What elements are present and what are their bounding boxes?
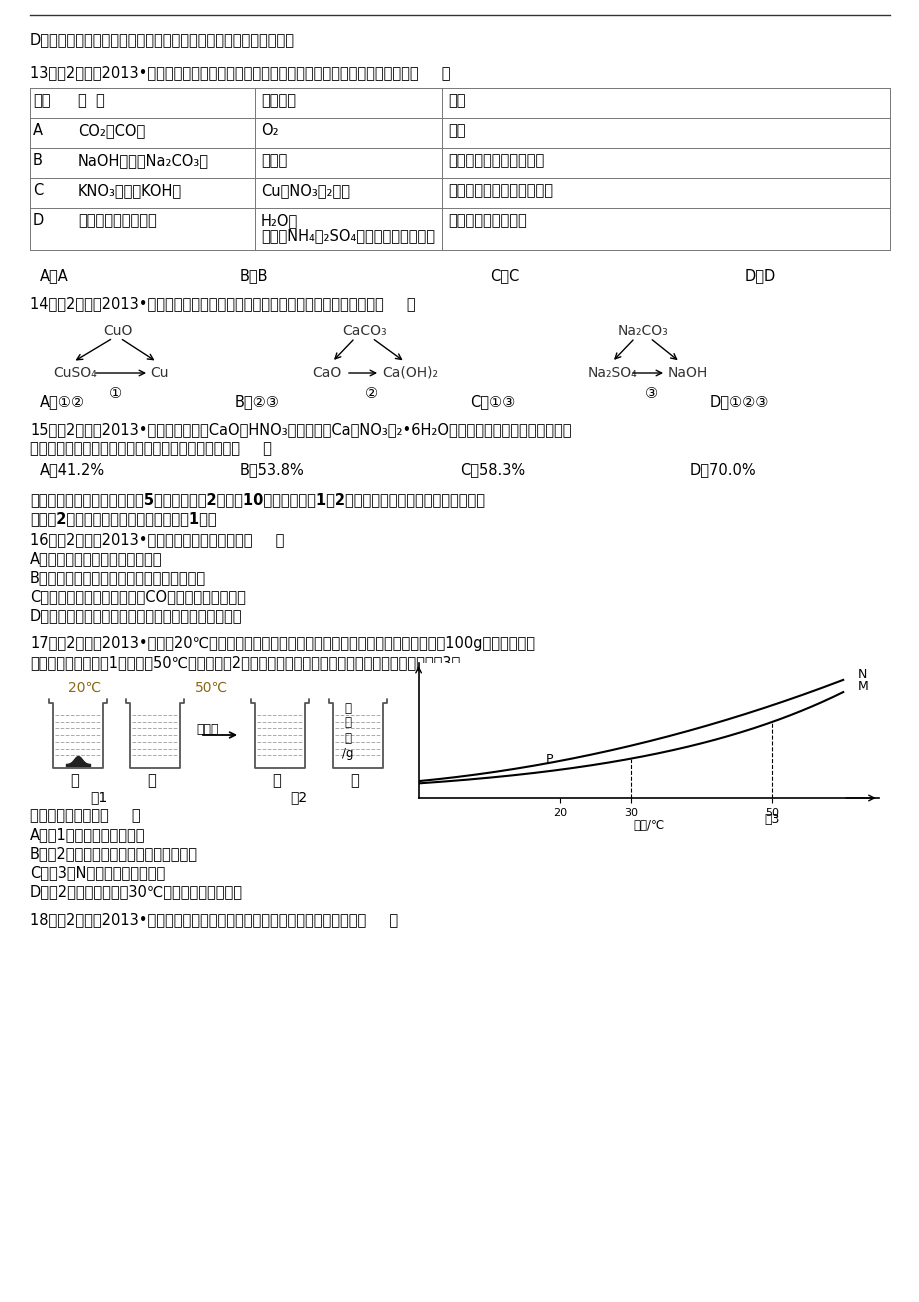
Text: C．①③: C．①③ — [470, 395, 515, 409]
Text: Cu（NO₃）₂溶液: Cu（NO₃）₂溶液 — [261, 184, 349, 198]
Text: A．41.2%: A．41.2% — [40, 462, 105, 477]
Text: B．B: B．B — [240, 268, 268, 283]
Text: 20℃: 20℃ — [68, 681, 101, 695]
Text: 稀盐酸: 稀盐酸 — [261, 154, 287, 168]
Text: 14．（2分）（2013•镇江）下列各组转化中，一定条件下均能一步实现的组合是（     ）: 14．（2分）（2013•镇江）下列各组转化中，一定条件下均能一步实现的组合是（… — [30, 296, 415, 311]
Text: 甲: 甲 — [272, 773, 280, 788]
Text: Ca(OH)₂: Ca(OH)₂ — [381, 366, 437, 380]
Text: D．酸碱中和反应生成盐和水，则生成盐和水的反应一定是中和反应: D．酸碱中和反应生成盐和水，则生成盐和水的反应一定是中和反应 — [30, 33, 295, 47]
Text: 18．（2分）（2013•镇江）下列各组溶液，不用其他试剂不能鉴别出来的是（     ）: 18．（2分）（2013•镇江）下列各组溶液，不用其他试剂不能鉴别出来的是（ ） — [30, 911, 398, 927]
Text: 图2: 图2 — [289, 790, 307, 805]
Text: D: D — [33, 214, 44, 228]
Text: D．①②③: D．①②③ — [709, 395, 768, 409]
Text: ．若有2个正确选项，只选一个且正确给1分）: ．若有2个正确选项，只选一个且正确给1分） — [30, 510, 216, 526]
Text: 16．（2分）（2013•镇江）下列说法正确的是（     ）: 16．（2分）（2013•镇江）下列说法正确的是（ ） — [30, 533, 284, 547]
Text: 饱和（NH₄）₂SO₄溶液洗涤、低温干燥: 饱和（NH₄）₂SO₄溶液洗涤、低温干燥 — [261, 228, 435, 243]
Text: 选用试剂: 选用试剂 — [261, 92, 296, 108]
Text: A．A: A．A — [40, 268, 69, 283]
Text: C．高炉炼铁中所需的高温和CO的生成都与焦炭有关: C．高炉炼铁中所需的高温和CO的生成都与焦炭有关 — [30, 589, 245, 604]
Text: A．氯化钠溶液会加快钢铁的锈蚀: A．氯化钠溶液会加快钢铁的锈蚀 — [30, 551, 163, 566]
Text: H₂O、: H₂O、 — [261, 214, 298, 228]
Text: C．58.3%: C．58.3% — [460, 462, 525, 477]
Text: Cu: Cu — [150, 366, 168, 380]
Text: 升温至: 升温至 — [196, 723, 219, 736]
Text: D．70.0%: D．70.0% — [689, 462, 755, 477]
Text: 操作: 操作 — [448, 92, 465, 108]
Text: B: B — [33, 154, 43, 168]
Text: ③: ③ — [644, 385, 657, 401]
Text: 序号: 序号 — [33, 92, 51, 108]
Text: 下列说法正确的是（     ）: 下列说法正确的是（ ） — [30, 809, 141, 823]
Text: CO₂（CO）: CO₂（CO） — [78, 122, 145, 138]
Text: CaCO₃: CaCO₃ — [342, 324, 386, 339]
Text: 加入试剂至不再产生气泡: 加入试剂至不再产生气泡 — [448, 154, 544, 168]
Text: 乙: 乙 — [147, 773, 155, 788]
Text: A．图1中乙溶液一定不饱和: A．图1中乙溶液一定不饱和 — [30, 827, 145, 842]
Text: B．洗洁精和汽油都能清洗油污，且原理相同: B．洗洁精和汽油都能清洗油污，且原理相同 — [30, 570, 206, 585]
Text: Na₂SO₄: Na₂SO₄ — [587, 366, 637, 380]
Text: D．D: D．D — [744, 268, 776, 283]
Text: 充水，也无多余的水，所用硝酸的溶质质量分数约为（     ）: 充水，也无多余的水，所用硝酸的溶质质量分数约为（ ） — [30, 441, 272, 456]
Text: CuO: CuO — [103, 324, 132, 339]
Text: 物  质: 物 质 — [78, 92, 105, 108]
Text: 13．（2分）（2013•镇江）下列除杂设计（括号内为杂质）所选用试剂和操作都正确的是（     ）: 13．（2分）（2013•镇江）下列除杂设计（括号内为杂质）所选用试剂和操作都正… — [30, 65, 450, 79]
Text: NaOH: NaOH — [667, 366, 708, 380]
Text: 溶解、盐析、过滤、: 溶解、盐析、过滤、 — [448, 214, 527, 228]
Text: 15．（2分）（2013•镇江）工业上以CaO和HNO₃为原料制备Ca（NO₃）₂•6H₂O晶体．为确保制备过程中既不补: 15．（2分）（2013•镇江）工业上以CaO和HNO₃为原料制备Ca（NO₃）… — [30, 422, 571, 437]
Text: D．为了加强食品的色、香、味，可以大量使用添加剂: D．为了加强食品的色、香、味，可以大量使用添加剂 — [30, 608, 243, 622]
Text: KNO₃溶液（KOH）: KNO₃溶液（KOH） — [78, 184, 182, 198]
Text: ①: ① — [108, 385, 122, 401]
Text: B．53.8%: B．53.8% — [240, 462, 304, 477]
Text: 二、不定项选择题（本题包括5小题，每小题2分，共10分．每小题有1～2个选项符合题意，错选、多选不给分: 二、不定项选择题（本题包括5小题，每小题2分，共10分．每小题有1～2个选项符合… — [30, 492, 484, 506]
Text: 蛋白质固体（蔗糖）: 蛋白质固体（蔗糖） — [78, 214, 156, 228]
Text: NaOH溶液（Na₂CO₃）: NaOH溶液（Na₂CO₃） — [78, 154, 209, 168]
Text: C．图3中N表示甲的溶解度曲线: C．图3中N表示甲的溶解度曲线 — [30, 865, 165, 880]
Text: B．②③: B．②③ — [234, 395, 279, 409]
Text: ②: ② — [365, 385, 378, 401]
Text: 充分搅拌后现象如图1，加热到50℃时现象如图2（不考虑水分蒸发），甲、乙固体的溶解度曲线如图3．: 充分搅拌后现象如图1，加热到50℃时现象如图2（不考虑水分蒸发），甲、乙固体的溶… — [30, 655, 459, 671]
Text: CaO: CaO — [312, 366, 341, 380]
Text: A: A — [33, 122, 43, 138]
Text: 图1: 图1 — [90, 790, 108, 805]
Text: A．①②: A．①② — [40, 395, 85, 409]
Text: 甲: 甲 — [70, 773, 79, 788]
Text: CuSO₄: CuSO₄ — [53, 366, 96, 380]
Text: Na₂CO₃: Na₂CO₃ — [618, 324, 668, 339]
Text: B．图2中两溶液中溶质质量分数一定相等: B．图2中两溶液中溶质质量分数一定相等 — [30, 846, 198, 861]
Text: C: C — [33, 184, 43, 198]
Text: 50℃: 50℃ — [195, 681, 228, 695]
Text: 点燃: 点燃 — [448, 122, 465, 138]
Text: 加入适量的试剂，直接蒸发: 加入适量的试剂，直接蒸发 — [448, 184, 552, 198]
Text: 17．（2分）（2013•镇江）20℃时，将等质量的甲、乙固体（不含结晶水），分别加入到盛有100g水的烧杯中，: 17．（2分）（2013•镇江）20℃时，将等质量的甲、乙固体（不含结晶水），分… — [30, 635, 535, 651]
Text: D．图2中两溶液降温至30℃一定都不会析出晶体: D．图2中两溶液降温至30℃一定都不会析出晶体 — [30, 884, 243, 898]
Text: O₂: O₂ — [261, 122, 278, 138]
Text: C．C: C．C — [490, 268, 518, 283]
Text: 乙: 乙 — [349, 773, 358, 788]
